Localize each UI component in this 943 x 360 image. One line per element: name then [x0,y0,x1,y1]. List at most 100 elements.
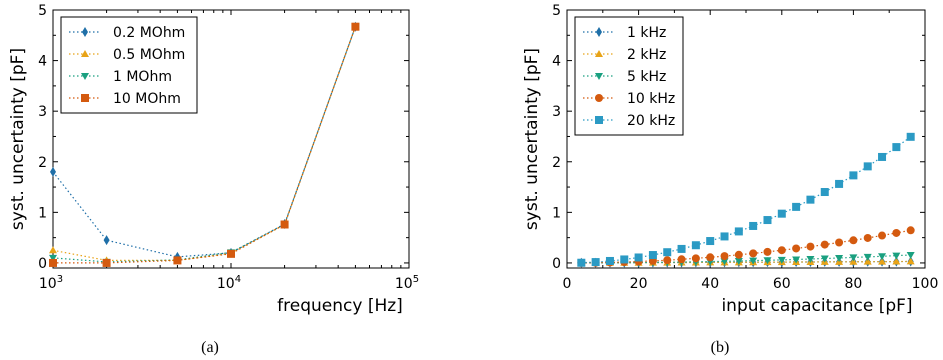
y-tick-label: 1 [38,205,47,221]
data-point [720,252,729,261]
data-point [734,257,743,265]
y-tick-label: 4 [38,54,47,70]
legend-marker [81,94,89,102]
data-point [663,248,672,257]
data-point [227,249,235,258]
legend-label: 0.5 MOhm [113,47,185,63]
data-point [806,255,815,263]
y-tick-label: 2 [38,155,47,171]
data-point [691,254,700,263]
legend-marker [595,116,603,124]
data-point [677,244,686,253]
legend-label: 1 kHz [627,25,666,41]
data-point [605,256,614,265]
series-line [52,26,356,263]
legend-label: 10 kHz [627,91,675,107]
data-point [792,202,801,211]
data-point [49,258,57,267]
data-point [820,255,829,263]
legend-marker [596,27,602,37]
series-line [581,260,911,264]
data-point [763,216,772,225]
legend-marker [595,94,603,102]
legend-marker [595,73,603,80]
data-point [634,253,643,262]
data-point [849,254,858,262]
legend-label: 1 MOhm [113,69,172,85]
data-point [706,237,715,246]
data-point [749,249,758,258]
data-point [835,179,844,188]
legend-item: 10 MOhm [69,91,181,107]
legend-label: 5 kHz [627,69,666,85]
x-tick-label: 104 [217,274,241,292]
legend-marker [82,27,88,37]
data-point [878,231,887,240]
legend-item: 5 kHz [583,69,666,85]
caption-a: (a) [201,339,219,356]
data-point [102,258,111,267]
series-10-mohm [49,22,360,267]
data-point [749,221,758,230]
chart-a: 0 1 2 3 4 5 103 104 105 frequency [Hz] syst. uncer… [8,3,419,316]
data-point [906,226,915,235]
data-point [878,152,887,161]
data-point [677,255,686,264]
data-point [806,195,815,204]
data-point [734,250,743,259]
series-line [52,26,356,258]
data-point [906,132,915,141]
data-point [591,258,600,267]
data-point [863,233,872,242]
data-point [50,166,56,177]
data-point [351,22,360,31]
x-tick-label: 80 [844,276,862,292]
data-point [777,256,786,264]
data-point [777,209,786,218]
data-point [892,143,901,152]
y-tick-label: 3 [552,104,561,120]
data-point [691,241,700,250]
data-point [892,228,901,237]
x-tick-label: 105 [395,274,419,292]
data-point [878,257,887,265]
data-point [763,247,772,256]
legend-item: 0.2 MOhm [69,25,185,41]
legend-box [574,16,684,136]
legend-item: 2 kHz [583,47,666,63]
data-point [835,238,844,247]
data-point [49,246,57,254]
data-point [835,254,844,262]
series-line [581,254,911,264]
caption-b: (b) [711,339,730,356]
legend-label: 10 MOhm [113,91,181,107]
legend-label: 0.2 MOhm [113,25,185,41]
data-point [849,236,858,245]
data-point [806,242,815,251]
legend-label: 20 kHz [627,113,675,129]
x-tick-label: 103 [39,274,63,292]
legend-marker [81,50,89,57]
y-tick-label: 3 [38,104,47,120]
data-point [892,252,901,260]
y-tick-label: 0 [38,256,47,272]
data-point [906,257,915,265]
x-axis-label: input capacitance [pF] [721,296,912,316]
data-point [49,254,57,262]
y-tick-label: 4 [552,54,561,70]
series-line [581,136,912,264]
legend-marker [81,73,89,80]
data-point [173,256,182,265]
series-line [581,229,911,264]
data-point [720,258,729,266]
data-point [777,246,786,255]
y-tick-label: 5 [38,3,47,19]
data-point [863,257,872,265]
data-point [620,255,629,264]
data-point [706,253,715,262]
y-axis-label: syst. uncertainty [pF] [8,48,28,230]
legend-item: 0.5 MOhm [69,47,185,63]
data-point [792,244,801,253]
